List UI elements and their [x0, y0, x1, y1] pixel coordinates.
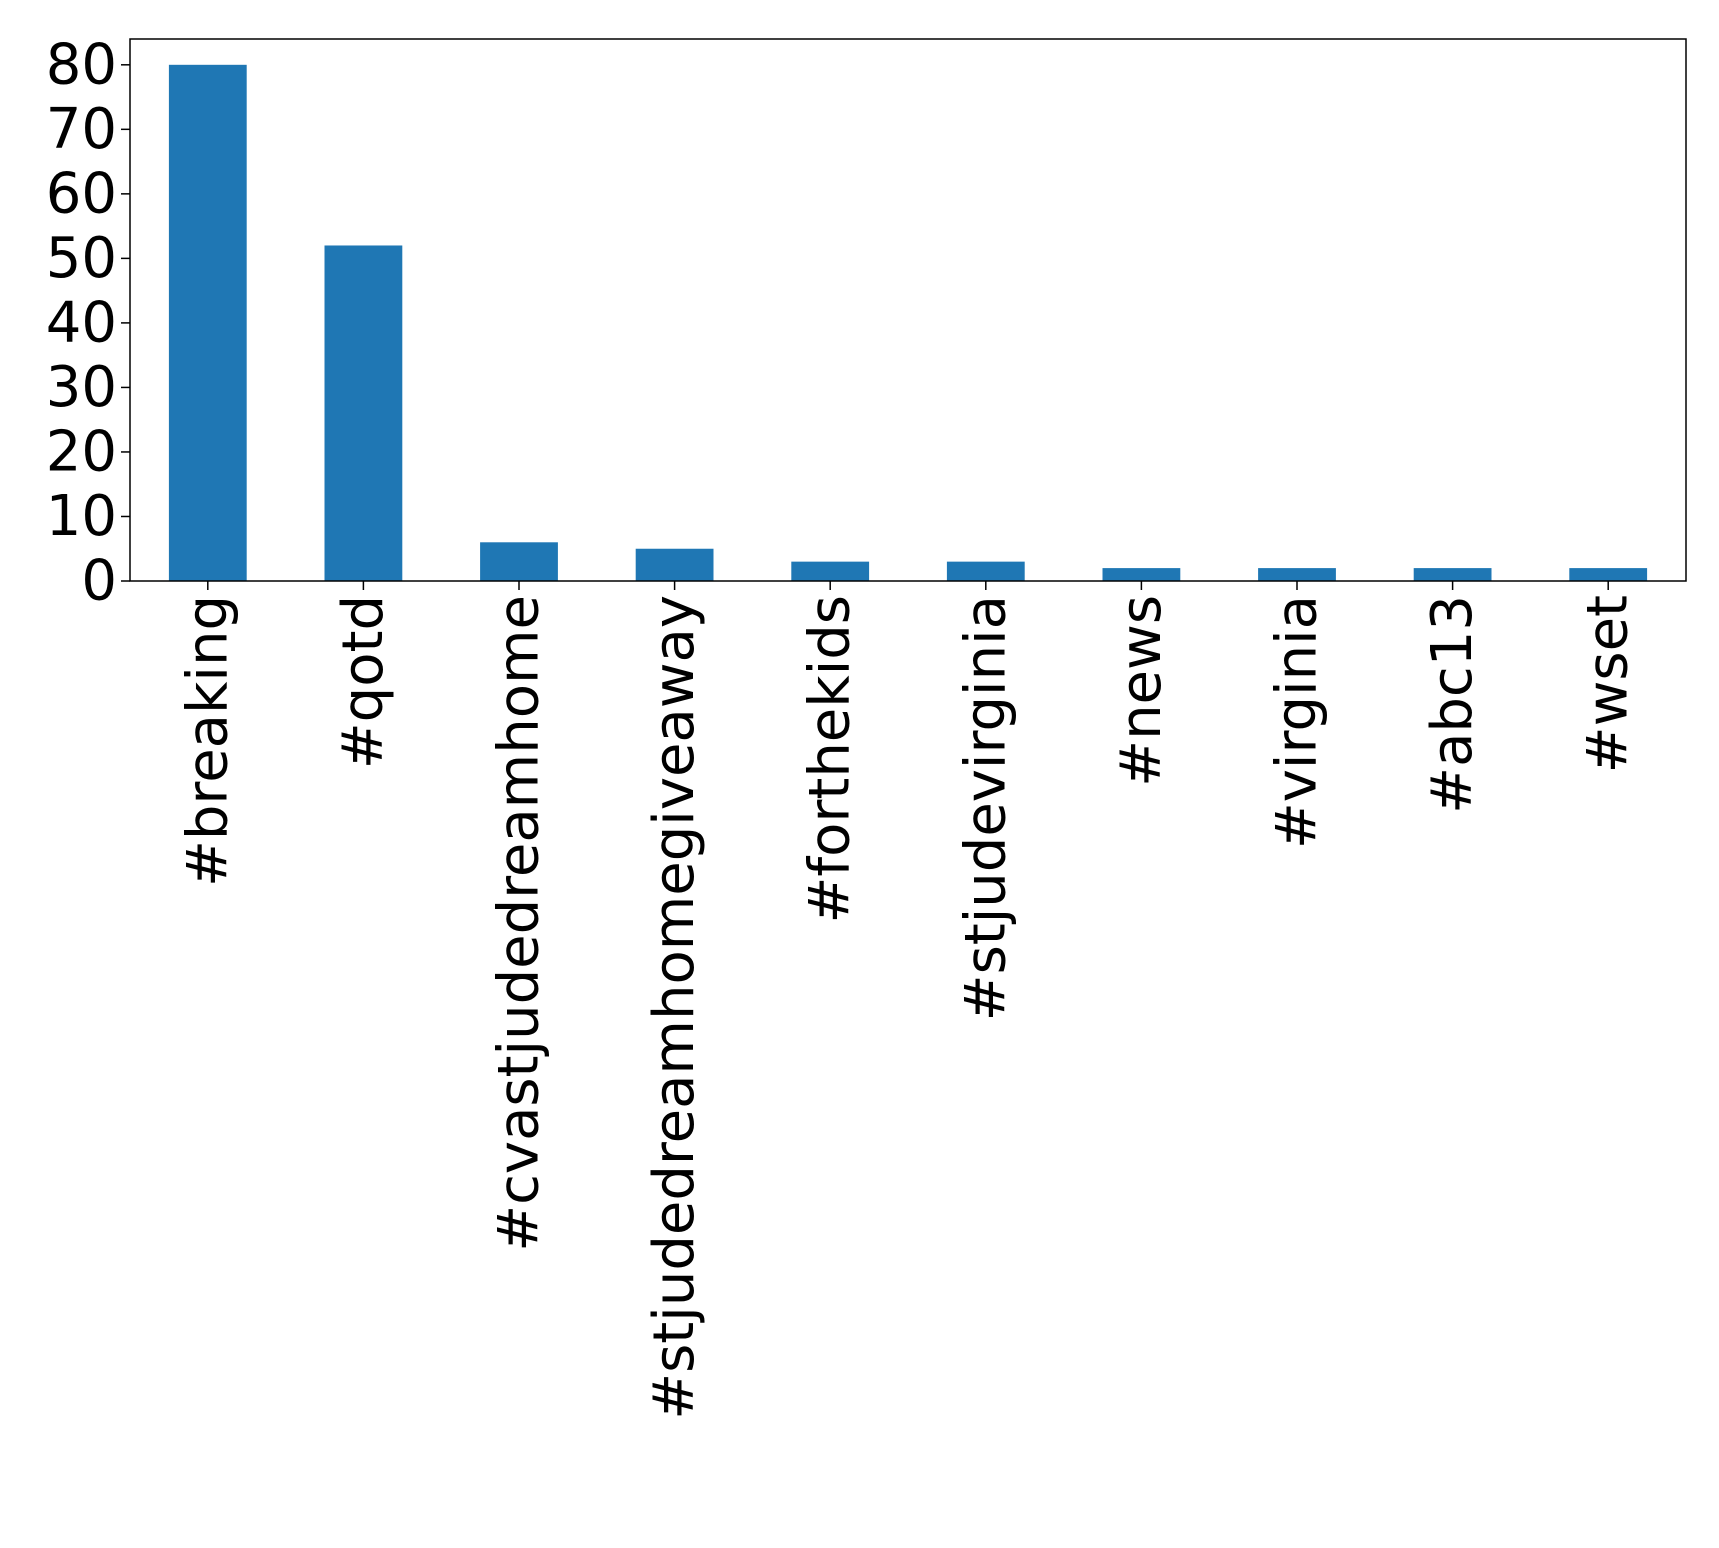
- y-tick-label: 80: [46, 32, 117, 97]
- bar-stjudedreamhomegiveaway: [635, 548, 714, 581]
- y-tick-label: 30: [46, 355, 117, 420]
- bar-news: [1102, 568, 1181, 581]
- y-tick-label: 0: [81, 549, 117, 614]
- y-tick-label: 40: [46, 290, 117, 355]
- y-tick-label: 70: [46, 97, 117, 162]
- x-tick-label: #virginia: [1265, 595, 1330, 849]
- y-tick-label: 10: [46, 484, 117, 549]
- y-tick-label: 20: [46, 419, 117, 484]
- bars: [168, 64, 1648, 582]
- x-axis: #breaking #qotd #cvastjudedreamhome #stjude…: [175, 581, 1641, 1420]
- bar-breaking: [168, 64, 247, 581]
- y-tick-label: 50: [46, 226, 117, 291]
- bar-stjudevirginia: [946, 561, 1025, 581]
- x-tick-label: #news: [1109, 595, 1174, 787]
- x-tick-label: #forthekids: [798, 595, 863, 924]
- x-tick-label: #stjudedreamhomegiveaway: [642, 595, 707, 1420]
- x-tick-label: #breaking: [175, 595, 240, 887]
- bar-abc13: [1413, 568, 1492, 581]
- plot-frame: [129, 38, 1687, 582]
- x-tick-label: #wset: [1576, 595, 1641, 773]
- bar-qotd: [324, 245, 403, 582]
- x-tick-label: #stjudevirginia: [953, 595, 1018, 1021]
- x-tick-label: #cvastjudedreamhome: [487, 595, 552, 1252]
- bar-virginia: [1258, 568, 1336, 581]
- bar-cvastjudedreamhome: [480, 542, 558, 581]
- bar-forthekids: [791, 561, 870, 581]
- x-tick-label: #abc13: [1420, 595, 1485, 814]
- x-tick-label: #qotd: [331, 595, 396, 769]
- y-tick-label: 60: [46, 161, 117, 226]
- bar-wset: [1569, 568, 1648, 581]
